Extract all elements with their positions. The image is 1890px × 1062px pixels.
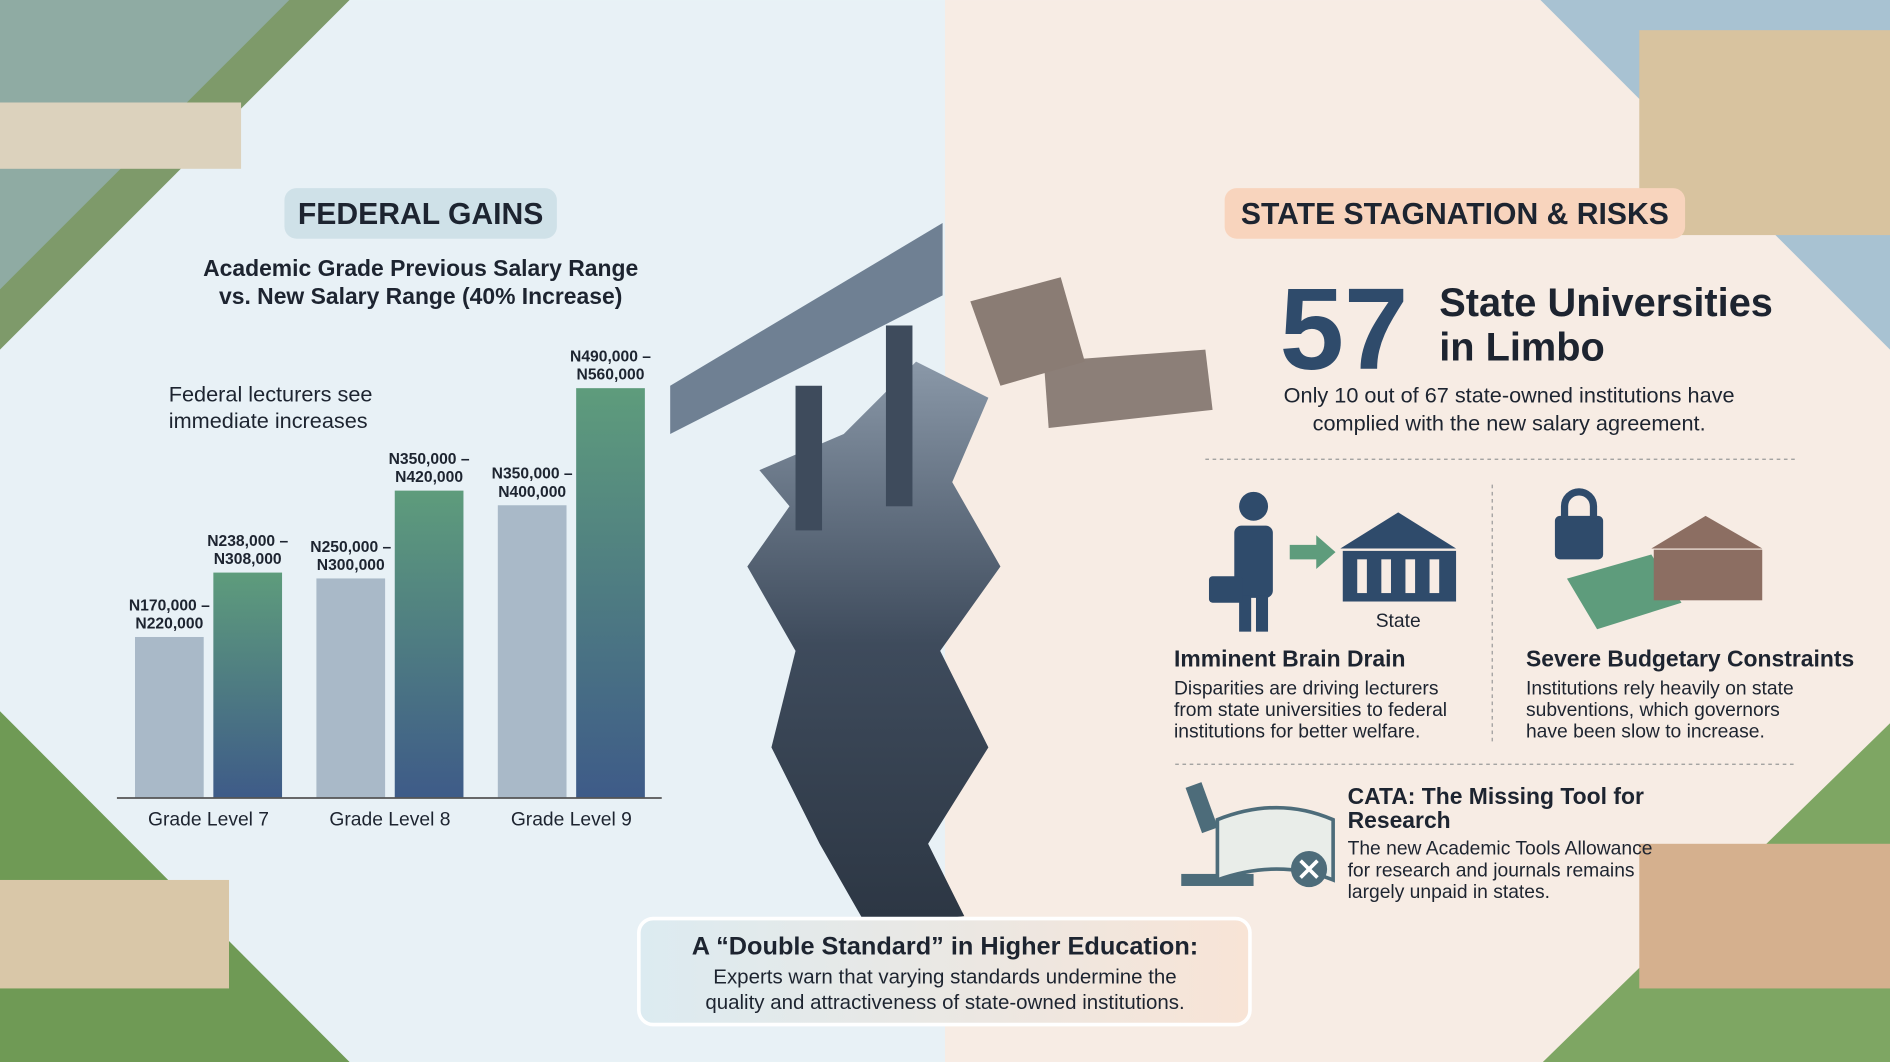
x-tick-label: Grade Level 7 [148,810,269,831]
x-tick-label: Grade Level 8 [329,810,450,831]
chart-title: Academic Grade Previous Salary Range [203,255,638,281]
value-label: N300,000 [317,557,385,574]
value-label: N220,000 [135,616,203,633]
bar [135,636,204,798]
rubble [970,277,1085,386]
bar [316,578,386,798]
card-body: from state universities to federal [1174,700,1447,721]
card-body: largely unpaid in states. [1348,882,1550,903]
headline: State Universities [1439,281,1773,325]
headline: in Limbo [1439,325,1605,369]
card-body: subventions, which governors [1526,700,1780,721]
annotation: immediate increases [169,408,368,433]
annotation: Federal lecturers see [169,381,373,406]
badge-text: FEDERAL GAINS [298,198,544,231]
bridge-pillar [885,325,913,507]
footer-box [637,916,1252,1027]
brain-drain-icon [1208,491,1457,632]
card-body: institutions for better welfare. [1174,722,1420,743]
value-label: N170,000 – [129,597,210,614]
card-title: CATA: The Missing Tool for [1348,783,1644,809]
bar-chart: N170,000 – N220,000 N238,000 –N308,000 Grad… [116,349,662,831]
summary: complied with the new salary agreement. [1313,410,1706,435]
footer-body: quality and attractiveness of state-owne… [705,991,1184,1014]
icon-label: State [1376,611,1421,632]
bar [394,490,464,798]
broken-bridge [1043,349,1213,428]
photo-building [0,102,242,169]
card-title: Research [1348,807,1451,833]
value-label: N400,000 [498,484,566,501]
badge-text: STATE STAGNATION & RISKS [1241,198,1669,231]
card-title: Severe Budgetary Constraints [1526,646,1854,672]
badge [1224,188,1686,239]
photo-building [0,879,230,989]
badge [284,188,557,239]
photo-building [1639,843,1890,989]
card-body: Disparities are driving lecturers [1174,678,1438,699]
value-label: N420,000 [395,469,463,486]
card-body: for research and journals remains [1348,860,1635,881]
big-number: 57 [1280,264,1409,394]
bridge [670,223,943,434]
summary: Only 10 out of 67 state-owned institutio… [1284,383,1735,408]
value-label: N490,000 – [570,349,651,366]
value-label: N250,000 – [310,539,391,556]
value-label: N350,000 – [389,451,470,468]
x-tick-label: Grade Level 9 [511,810,632,831]
bar [497,505,567,798]
chart-title: vs. New Salary Range (40% Increase) [219,283,622,309]
card-body: Institutions rely heavily on state [1526,678,1794,699]
value-label: N350,000 – [492,466,573,483]
value-label: N308,000 [214,551,282,568]
bar [213,572,283,798]
footer-title: A “Double Standard” in Higher Education: [692,933,1198,961]
research-icon [1181,782,1335,888]
card-title: Imminent Brain Drain [1174,646,1406,672]
bridge-pillar [795,385,823,531]
card-body: have been slow to increase. [1526,722,1765,743]
budget-icon [1554,488,1763,630]
bar [576,388,645,798]
footer-body: Experts warn that varying standards unde… [713,966,1176,989]
value-label: N238,000 – [207,533,288,550]
value-label: N560,000 [577,367,645,384]
card-body: The new Academic Tools Allowance [1348,839,1653,860]
